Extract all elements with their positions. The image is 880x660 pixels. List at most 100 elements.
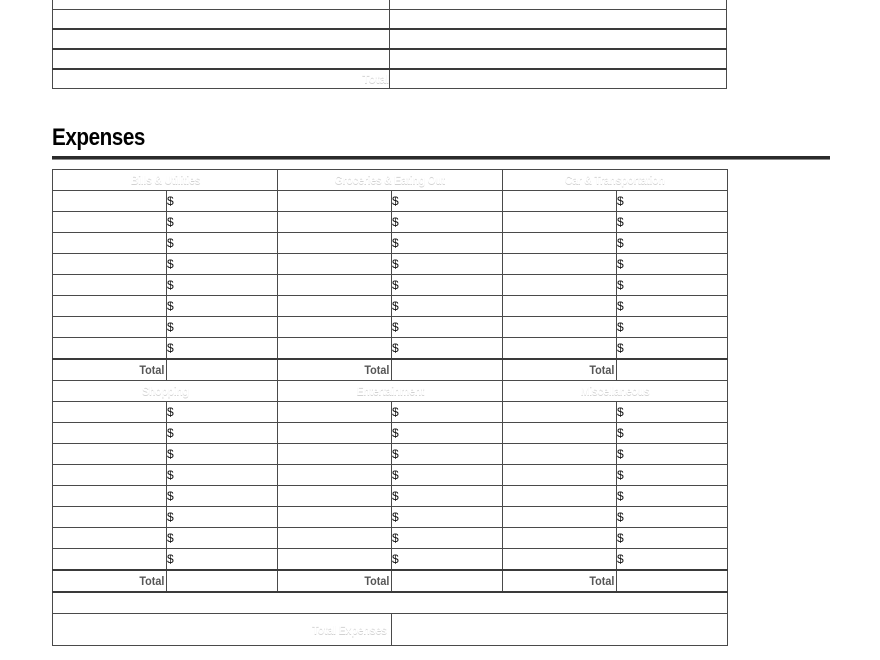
expense-name-input[interactable] bbox=[52, 464, 167, 486]
expense-name-input[interactable] bbox=[52, 337, 167, 360]
expense-amount-input[interactable]: $ bbox=[616, 443, 728, 465]
expense-amount-input[interactable]: $ bbox=[391, 485, 503, 507]
expense-amount-input[interactable]: $ bbox=[616, 274, 728, 296]
expense-name-input[interactable] bbox=[277, 485, 392, 507]
expense-amount-input[interactable]: $ bbox=[166, 485, 278, 507]
expense-amount-input[interactable]: $ bbox=[616, 464, 728, 486]
expense-amount-input[interactable]: $ bbox=[391, 190, 503, 212]
expense-name-input[interactable] bbox=[502, 506, 617, 528]
expense-amount-input[interactable]: $ bbox=[616, 232, 728, 254]
expense-amount-input[interactable]: $ bbox=[616, 253, 728, 275]
expense-name-input[interactable] bbox=[277, 422, 392, 444]
expense-amount-input[interactable]: $ bbox=[616, 422, 728, 444]
category-subtotal-value[interactable] bbox=[616, 358, 728, 381]
total-expenses-value[interactable] bbox=[391, 613, 728, 646]
expense-amount-input[interactable]: $ bbox=[166, 506, 278, 528]
income-row-label[interactable] bbox=[52, 28, 390, 50]
expense-amount-input[interactable]: $ bbox=[391, 274, 503, 296]
expense-amount-input[interactable]: $ bbox=[166, 548, 278, 571]
expense-amount-input[interactable]: $ bbox=[391, 401, 503, 423]
expense-name-input[interactable] bbox=[277, 337, 392, 360]
expense-name-input[interactable] bbox=[502, 316, 617, 338]
expense-name-input[interactable] bbox=[277, 316, 392, 338]
expense-amount-input[interactable]: $ bbox=[166, 443, 278, 465]
expense-amount-input[interactable]: $ bbox=[616, 401, 728, 423]
income-row-label[interactable] bbox=[52, 9, 390, 30]
expense-amount-input[interactable]: $ bbox=[391, 211, 503, 233]
expense-amount-input[interactable]: $ bbox=[166, 253, 278, 275]
expense-amount-input[interactable]: $ bbox=[616, 295, 728, 317]
expense-amount-input[interactable]: $ bbox=[616, 316, 728, 338]
expense-amount-input[interactable]: $ bbox=[166, 337, 278, 360]
expense-amount-input[interactable]: $ bbox=[391, 443, 503, 465]
income-total-value[interactable] bbox=[389, 68, 727, 89]
expense-amount-input[interactable]: $ bbox=[166, 401, 278, 423]
expense-amount-input[interactable]: $ bbox=[391, 464, 503, 486]
expense-name-input[interactable] bbox=[52, 527, 167, 549]
expense-name-input[interactable] bbox=[52, 295, 167, 317]
expense-name-input[interactable] bbox=[502, 527, 617, 549]
expense-name-input[interactable] bbox=[52, 548, 167, 571]
expense-name-input[interactable] bbox=[52, 485, 167, 507]
expense-amount-input[interactable]: $ bbox=[166, 295, 278, 317]
category-subtotal-value[interactable] bbox=[391, 569, 503, 593]
expense-name-input[interactable] bbox=[277, 401, 392, 423]
category-subtotal-value[interactable] bbox=[166, 358, 278, 381]
expense-amount-input[interactable]: $ bbox=[391, 337, 503, 360]
expense-name-input[interactable] bbox=[502, 548, 617, 571]
expense-name-input[interactable] bbox=[502, 443, 617, 465]
expense-amount-input[interactable]: $ bbox=[616, 190, 728, 212]
expense-amount-input[interactable]: $ bbox=[391, 506, 503, 528]
expense-amount-input[interactable]: $ bbox=[616, 506, 728, 528]
expense-name-input[interactable] bbox=[502, 211, 617, 233]
category-subtotal-value[interactable] bbox=[391, 358, 503, 381]
income-row-value[interactable] bbox=[389, 28, 727, 50]
expense-name-input[interactable] bbox=[277, 464, 392, 486]
expense-name-input[interactable] bbox=[52, 506, 167, 528]
expense-name-input[interactable] bbox=[277, 253, 392, 275]
expense-amount-input[interactable]: $ bbox=[166, 211, 278, 233]
expense-amount-input[interactable]: $ bbox=[166, 190, 278, 212]
expense-name-input[interactable] bbox=[52, 274, 167, 296]
expense-amount-input[interactable]: $ bbox=[166, 316, 278, 338]
expense-name-input[interactable] bbox=[277, 274, 392, 296]
expense-amount-input[interactable]: $ bbox=[391, 253, 503, 275]
expense-name-input[interactable] bbox=[502, 401, 617, 423]
expense-name-input[interactable] bbox=[502, 485, 617, 507]
expense-amount-input[interactable]: $ bbox=[616, 485, 728, 507]
expense-name-input[interactable] bbox=[52, 422, 167, 444]
expense-name-input[interactable] bbox=[502, 464, 617, 486]
category-subtotal-value[interactable] bbox=[166, 569, 278, 593]
income-row-label[interactable] bbox=[52, 48, 390, 70]
expense-name-input[interactable] bbox=[277, 295, 392, 317]
income-row-value[interactable] bbox=[389, 9, 727, 30]
expense-name-input[interactable] bbox=[52, 211, 167, 233]
expense-name-input[interactable] bbox=[502, 190, 617, 212]
expense-name-input[interactable] bbox=[502, 274, 617, 296]
expense-amount-input[interactable]: $ bbox=[391, 548, 503, 571]
expense-name-input[interactable] bbox=[277, 211, 392, 233]
expense-amount-input[interactable]: $ bbox=[616, 548, 728, 571]
expense-name-input[interactable] bbox=[502, 337, 617, 360]
expense-name-input[interactable] bbox=[277, 443, 392, 465]
expense-name-input[interactable] bbox=[52, 443, 167, 465]
expense-name-input[interactable] bbox=[502, 232, 617, 254]
expense-name-input[interactable] bbox=[52, 316, 167, 338]
expense-name-input[interactable] bbox=[502, 253, 617, 275]
expense-amount-input[interactable]: $ bbox=[391, 316, 503, 338]
expense-name-input[interactable] bbox=[52, 232, 167, 254]
expense-name-input[interactable] bbox=[52, 190, 167, 212]
expense-name-input[interactable] bbox=[277, 232, 392, 254]
expense-amount-input[interactable]: $ bbox=[391, 295, 503, 317]
expense-name-input[interactable] bbox=[277, 548, 392, 571]
category-subtotal-value[interactable] bbox=[616, 569, 728, 593]
expense-amount-input[interactable]: $ bbox=[166, 527, 278, 549]
expense-amount-input[interactable]: $ bbox=[616, 527, 728, 549]
expense-amount-input[interactable]: $ bbox=[391, 527, 503, 549]
expense-amount-input[interactable]: $ bbox=[166, 422, 278, 444]
expense-amount-input[interactable]: $ bbox=[166, 274, 278, 296]
expense-amount-input[interactable]: $ bbox=[166, 464, 278, 486]
expense-name-input[interactable] bbox=[277, 506, 392, 528]
expense-amount-input[interactable]: $ bbox=[616, 337, 728, 360]
expense-name-input[interactable] bbox=[502, 295, 617, 317]
